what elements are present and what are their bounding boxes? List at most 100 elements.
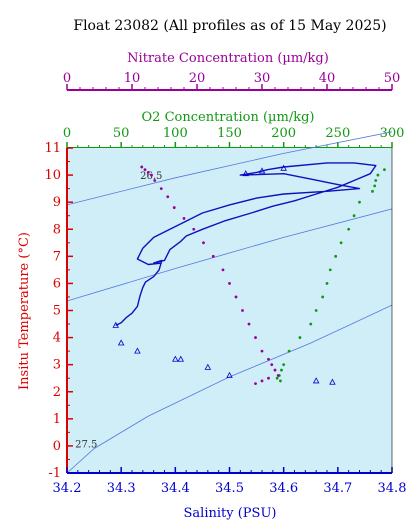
nitrate-point (146, 170, 150, 174)
ts-bottle-marker (280, 164, 287, 171)
nitrate-point (172, 206, 176, 209)
nitrate-point (267, 357, 270, 361)
temperature-tick-label: 9 (53, 195, 61, 210)
salinity-tick-label: 34.4 (161, 481, 190, 496)
salinity-tick-label: 34.8 (378, 481, 407, 496)
oxygen-tick-label: 100 (163, 126, 188, 141)
temperature-axis: -1 0 1 2 3 4 5 6 7 8 9 10 11 (44, 141, 73, 481)
oxygen-point (328, 268, 332, 272)
oxygen-point (321, 295, 325, 299)
ts-bottle-marker (204, 363, 212, 370)
oxygen-tick-label: 0 (63, 126, 71, 141)
oxygen-tick-label: 50 (113, 126, 130, 141)
ts-bottle-marker (117, 339, 125, 346)
salinity-tick-label: 34.7 (323, 481, 352, 496)
oxygen-point (280, 368, 283, 372)
temperature-tick-label: 0 (53, 439, 61, 454)
nitrate-point (150, 173, 153, 177)
density-label: 27.5 (75, 439, 97, 450)
temperature-tick-label: 6 (53, 276, 61, 291)
nitrate-point (159, 187, 163, 191)
ts-bottle-marker (312, 377, 320, 384)
oxygen-point (325, 282, 329, 285)
temperature-tick-label: 1 (53, 412, 61, 427)
nitrate-axis: 0 10 20 30 40 50 (63, 71, 401, 91)
ts-bottle-marker (134, 347, 141, 354)
nitrate-tick-label: 20 (189, 71, 206, 86)
salinity-axis-title: Salinity (PSU) (184, 506, 277, 521)
temperature-tick-label: 2 (53, 385, 61, 400)
nitrate-point (247, 322, 251, 326)
nitrate-point (260, 349, 264, 353)
nitrate-point (182, 217, 186, 220)
temperature-tick-label: 11 (44, 141, 61, 156)
oxygen-point (334, 254, 338, 258)
nitrate-point (270, 363, 274, 367)
chart-title: Float 23082 (All profiles as of 15 May 2… (73, 18, 386, 34)
oxygen-point (352, 214, 356, 218)
nitrate-point (254, 336, 257, 339)
nitrate-tick-label: 40 (319, 71, 336, 86)
oxygen-point (314, 309, 318, 312)
oxygen-point (298, 336, 302, 339)
oxygen-point (279, 379, 282, 383)
ts-profile-line (115, 162, 377, 327)
salinity-tick-label: 34.3 (107, 481, 136, 496)
oxygen-point (383, 168, 386, 172)
oxygen-tick-label: 250 (325, 126, 350, 141)
salinity-tick-label: 34.5 (215, 481, 244, 496)
nitrate-point (260, 379, 264, 383)
ts-bottle-marker (258, 167, 266, 174)
salinity-tick-label: 34.2 (53, 481, 82, 496)
data-layer (112, 162, 386, 386)
nitrate-tick-label: 0 (63, 71, 71, 86)
nitrate-point (166, 195, 170, 199)
temperature-axis-title: Insitu Temperature (°C) (17, 232, 32, 390)
oxygen-tick-label: 150 (217, 126, 242, 141)
temperature-tick-label: 4 (53, 331, 61, 346)
nitrate-tick-label: 50 (384, 71, 401, 86)
temperature-tick-label: 7 (53, 249, 61, 264)
density-label: 26.5 (140, 171, 162, 182)
oxygen-point (287, 349, 291, 353)
density-contour (66, 208, 393, 302)
nitrate-point (221, 268, 225, 272)
nitrate-point (234, 295, 238, 299)
oxygen-point (309, 322, 313, 326)
salinity-tick-label: 34.6 (269, 481, 298, 496)
nitrate-tick-label: 30 (254, 71, 271, 86)
oxygen-point (339, 241, 343, 245)
nitrate-point (202, 241, 205, 245)
oxygen-point (373, 184, 377, 188)
oxygen-axis-title: O2 Concentration (µm/kg) (142, 110, 315, 125)
temperature-tick-label: 10 (44, 168, 61, 183)
oxygen-point (374, 179, 378, 182)
salinity-axis: 34.2 34.3 34.4 34.5 34.6 34.7 34.8 (53, 467, 407, 496)
density-contour (66, 304, 393, 474)
ts-bottle-marker (242, 170, 250, 177)
ts-bottle-marker (177, 355, 185, 362)
nitrate-point (143, 168, 147, 172)
ts-bottle-marker (329, 378, 336, 385)
oxygen-point (347, 227, 351, 231)
ts-bottle-marker (226, 371, 233, 378)
oxygen-point (371, 189, 374, 193)
density-contour (66, 131, 393, 206)
density-contours: 26.5 27.5 (66, 131, 393, 474)
oxygen-tick-label: 200 (271, 126, 296, 141)
nitrate-point (211, 254, 215, 258)
nitrate-point (228, 282, 231, 285)
nitrate-point (241, 309, 244, 312)
oxygen-axis: 0 50 100 150 200 250 300 (63, 126, 405, 149)
oxygen-point (282, 363, 286, 367)
temperature-tick-label: -1 (48, 466, 61, 481)
nitrate-point (192, 227, 196, 231)
nitrate-tick-label: 10 (124, 71, 141, 86)
nitrate-point (254, 382, 257, 386)
oxygen-tick-label: 300 (380, 126, 405, 141)
oxygen-point (358, 200, 361, 204)
temperature-tick-label: 3 (53, 358, 61, 373)
nitrate-axis-title: Nitrate Concentration (µm/kg) (127, 51, 329, 66)
plot-area (67, 148, 392, 473)
